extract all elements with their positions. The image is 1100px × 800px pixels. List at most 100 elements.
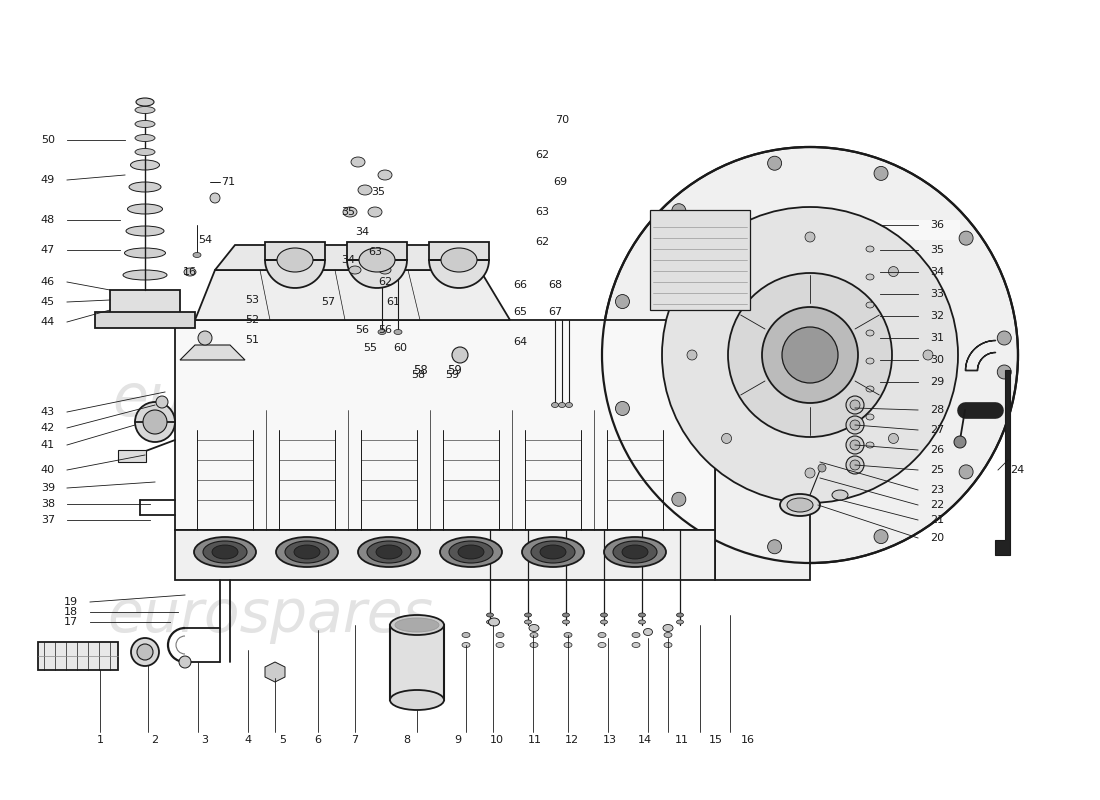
Text: 30: 30 <box>930 355 944 365</box>
Ellipse shape <box>204 541 248 563</box>
Text: 40: 40 <box>41 465 55 475</box>
Text: 70: 70 <box>554 115 569 125</box>
Ellipse shape <box>192 253 201 258</box>
Text: 20: 20 <box>930 533 944 543</box>
Ellipse shape <box>531 541 575 563</box>
Ellipse shape <box>613 541 657 563</box>
Text: 35: 35 <box>341 207 355 217</box>
Text: 10: 10 <box>490 735 504 745</box>
Ellipse shape <box>676 620 683 624</box>
Circle shape <box>131 638 160 666</box>
Text: eurospares: eurospares <box>112 371 438 429</box>
Ellipse shape <box>378 170 392 180</box>
Text: 62: 62 <box>535 150 549 160</box>
Text: 11: 11 <box>528 735 542 745</box>
Text: 53: 53 <box>245 295 258 305</box>
Ellipse shape <box>638 613 646 617</box>
Text: eurospares: eurospares <box>107 586 433 643</box>
Polygon shape <box>175 320 715 530</box>
Text: 1: 1 <box>97 735 103 745</box>
Ellipse shape <box>395 618 439 632</box>
Ellipse shape <box>525 613 531 617</box>
Circle shape <box>818 464 826 472</box>
Text: 36: 36 <box>930 220 944 230</box>
Circle shape <box>850 420 860 430</box>
Circle shape <box>138 644 153 660</box>
Polygon shape <box>175 530 715 580</box>
Circle shape <box>923 350 933 360</box>
Ellipse shape <box>358 537 420 567</box>
Ellipse shape <box>349 266 361 274</box>
Ellipse shape <box>276 537 338 567</box>
Text: 45: 45 <box>41 297 55 307</box>
Text: 52: 52 <box>245 315 260 325</box>
Ellipse shape <box>866 330 874 336</box>
Circle shape <box>959 465 974 479</box>
Circle shape <box>805 468 815 478</box>
Text: 29: 29 <box>930 377 944 387</box>
Ellipse shape <box>638 620 646 624</box>
Text: 58: 58 <box>411 370 425 380</box>
Ellipse shape <box>462 642 470 647</box>
Circle shape <box>782 327 838 383</box>
Ellipse shape <box>462 633 470 638</box>
Ellipse shape <box>786 498 813 512</box>
Text: 35: 35 <box>930 245 944 255</box>
Circle shape <box>874 530 888 544</box>
Text: 33: 33 <box>930 289 944 299</box>
Ellipse shape <box>866 442 874 448</box>
Polygon shape <box>180 345 245 360</box>
Ellipse shape <box>378 330 386 334</box>
Text: 6: 6 <box>315 735 321 745</box>
Ellipse shape <box>128 204 163 214</box>
Circle shape <box>198 331 212 345</box>
Text: 67: 67 <box>548 307 562 317</box>
Text: 60: 60 <box>393 343 407 353</box>
Ellipse shape <box>604 537 666 567</box>
Ellipse shape <box>564 633 572 638</box>
Ellipse shape <box>212 545 238 559</box>
Circle shape <box>850 460 860 470</box>
Circle shape <box>616 402 629 415</box>
Text: 16: 16 <box>183 267 197 277</box>
Polygon shape <box>996 370 1010 555</box>
Circle shape <box>889 266 899 277</box>
Text: 43: 43 <box>41 407 55 417</box>
Circle shape <box>688 350 697 360</box>
Ellipse shape <box>562 620 570 624</box>
Ellipse shape <box>285 541 329 563</box>
Text: 54: 54 <box>198 235 212 245</box>
Circle shape <box>846 436 864 454</box>
Ellipse shape <box>440 537 502 567</box>
Ellipse shape <box>458 545 484 559</box>
Polygon shape <box>265 242 324 288</box>
Ellipse shape <box>358 185 372 195</box>
Ellipse shape <box>136 98 154 106</box>
Ellipse shape <box>496 633 504 638</box>
Circle shape <box>156 396 168 408</box>
Text: 2: 2 <box>152 735 158 745</box>
Circle shape <box>889 434 899 443</box>
Polygon shape <box>110 290 180 320</box>
Text: 61: 61 <box>386 297 400 307</box>
Text: 28: 28 <box>930 405 944 415</box>
Ellipse shape <box>676 613 683 617</box>
Circle shape <box>722 266 732 277</box>
Text: 55: 55 <box>363 343 377 353</box>
Circle shape <box>179 656 191 668</box>
Bar <box>118 450 146 462</box>
Text: 41: 41 <box>41 440 55 450</box>
Ellipse shape <box>126 226 164 236</box>
Circle shape <box>768 540 782 554</box>
Ellipse shape <box>390 615 444 635</box>
Ellipse shape <box>449 541 493 563</box>
Ellipse shape <box>598 642 606 647</box>
Ellipse shape <box>598 633 606 638</box>
Text: 26: 26 <box>930 445 944 455</box>
Text: 37: 37 <box>41 515 55 525</box>
Circle shape <box>672 204 685 218</box>
Ellipse shape <box>551 402 559 407</box>
Ellipse shape <box>522 537 584 567</box>
Ellipse shape <box>124 248 165 258</box>
Text: 23: 23 <box>930 485 944 495</box>
